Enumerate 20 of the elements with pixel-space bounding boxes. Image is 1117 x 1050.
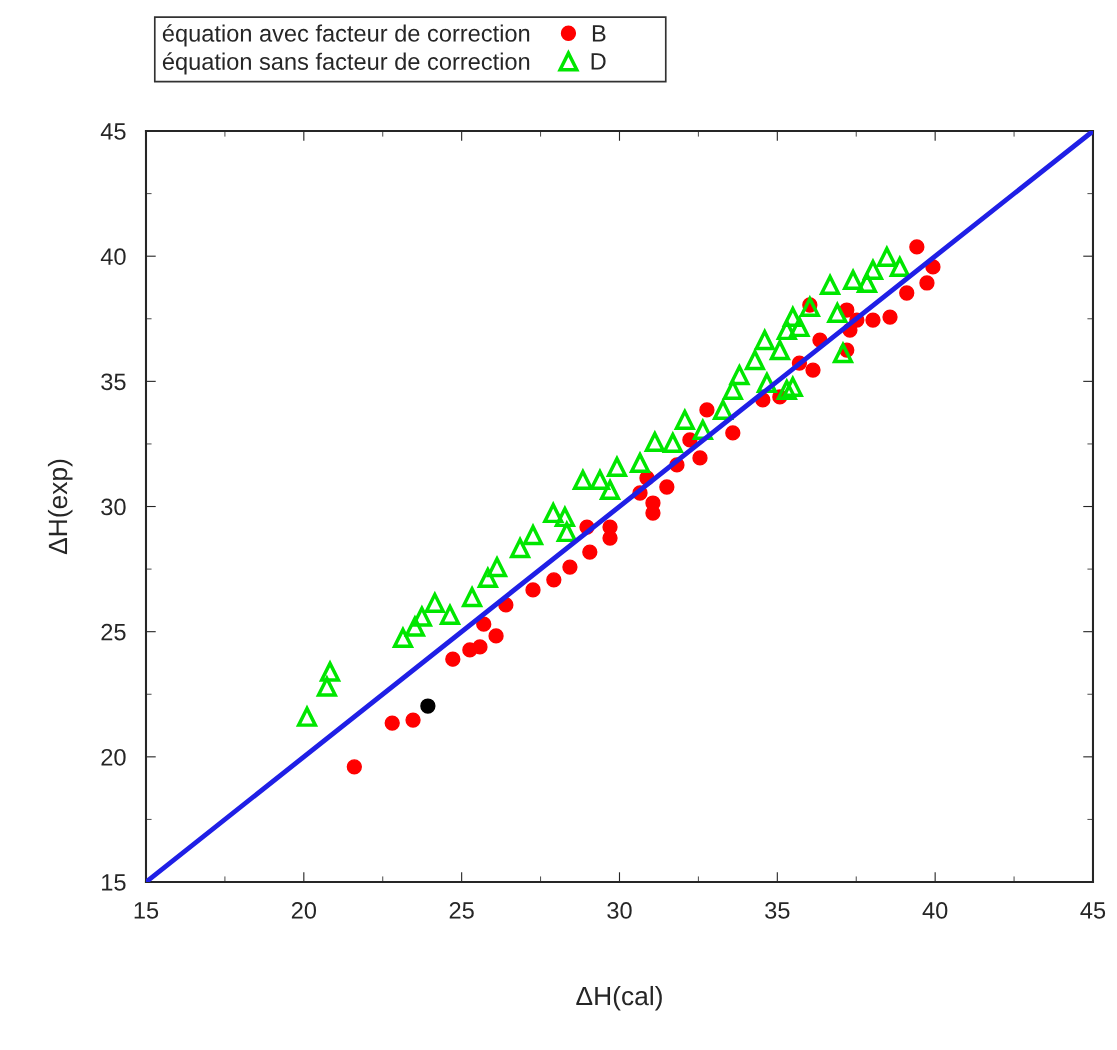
x-tick-label: 20 — [291, 902, 317, 919]
x-tick-label: 15 — [134, 902, 159, 919]
y-tick-label: 15 — [102, 874, 126, 891]
text: B — [592, 25, 606, 42]
y-tick-label: 45 — [100, 123, 126, 140]
x-tick-label: 45 — [1080, 902, 1106, 919]
y-tick-label: 30 — [101, 498, 126, 516]
legend-label: équation avec facteur de correction — [162, 24, 530, 47]
x-axis-title: ΔH(cal) — [576, 985, 662, 1011]
x-tick-label: 30 — [607, 902, 632, 919]
y-tick-label: 20 — [101, 748, 126, 766]
y-tick-label: 40 — [100, 248, 126, 265]
y-tick-label: 35 — [101, 373, 126, 391]
x-tick-label: 25 — [449, 902, 474, 919]
x-tick-label: 35 — [765, 902, 790, 919]
y-tick-label: 25 — [101, 623, 126, 641]
legend-label: équation sans facteur de correction — [162, 52, 530, 75]
text: D — [591, 53, 606, 70]
y-axis-title: ΔH(exp) — [47, 459, 73, 555]
x-tick-label: 40 — [922, 902, 948, 919]
